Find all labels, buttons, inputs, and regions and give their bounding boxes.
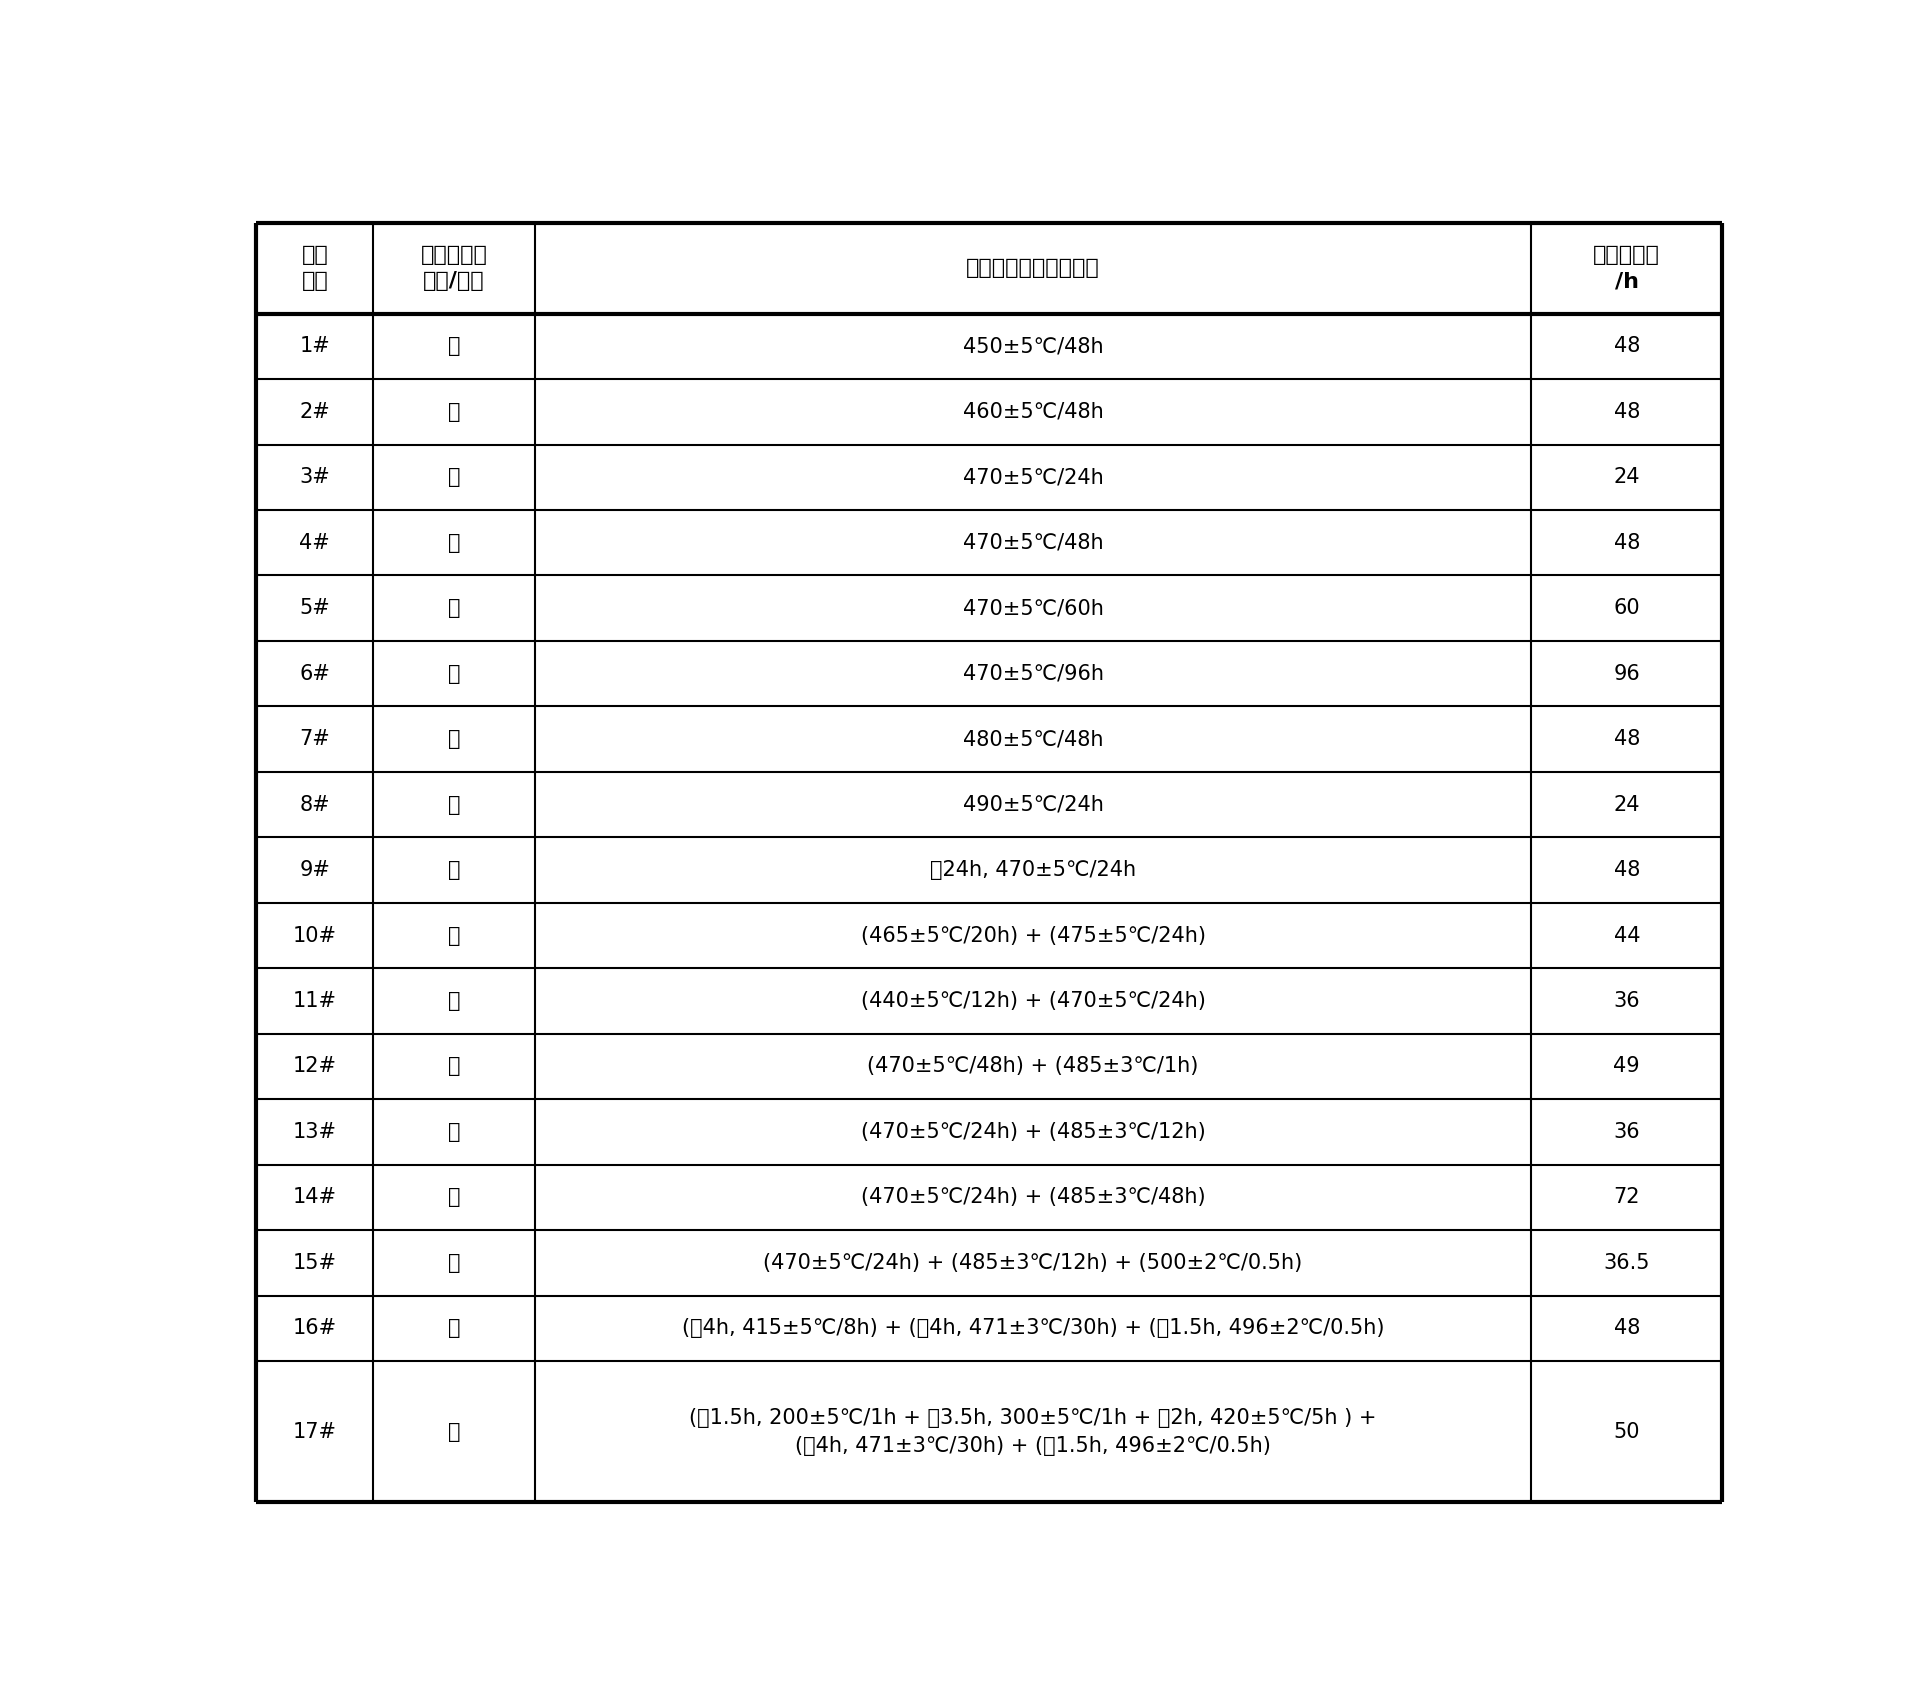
- Text: 480±5℃/48h: 480±5℃/48h: [963, 729, 1104, 749]
- Text: 热处理用时
/h: 热处理用时 /h: [1594, 246, 1660, 292]
- Text: 8#: 8#: [299, 795, 330, 815]
- Text: 否: 否: [448, 795, 461, 815]
- Text: 16#: 16#: [293, 1319, 338, 1339]
- Text: 否: 否: [448, 468, 461, 486]
- Text: 50: 50: [1613, 1422, 1640, 1441]
- Text: 48: 48: [1613, 402, 1640, 422]
- Text: 7#: 7#: [299, 729, 330, 749]
- Text: (➗4h, 415±5℃/8h) + (➗4h, 471±3℃/30h) + (➗1.5h, 496±2℃/0.5h): (➗4h, 415±5℃/8h) + (➗4h, 471±3℃/30h) + (…: [681, 1319, 1384, 1339]
- Text: 否: 否: [448, 992, 461, 1010]
- Text: 96: 96: [1613, 664, 1640, 683]
- Text: 否: 否: [448, 598, 461, 619]
- Text: 72: 72: [1613, 1188, 1640, 1207]
- Text: 否: 否: [448, 1253, 461, 1273]
- Text: 本发明方法
（是/否）: 本发明方法 （是/否）: [421, 246, 488, 292]
- Text: 24: 24: [1613, 795, 1640, 815]
- Text: 3#: 3#: [299, 468, 330, 486]
- Text: 48: 48: [1613, 1319, 1640, 1339]
- Text: 否: 否: [448, 532, 461, 553]
- Text: (470±5℃/24h) + (485±3℃/48h): (470±5℃/24h) + (485±3℃/48h): [861, 1188, 1206, 1207]
- Text: 否: 否: [448, 925, 461, 946]
- Text: 否: 否: [448, 1122, 461, 1142]
- Text: 60: 60: [1613, 598, 1640, 619]
- Text: 450±5℃/48h: 450±5℃/48h: [963, 336, 1104, 356]
- Text: 49: 49: [1613, 1056, 1640, 1076]
- Text: 6#: 6#: [299, 664, 330, 683]
- Text: 460±5℃/48h: 460±5℃/48h: [963, 402, 1104, 422]
- Text: ➗24h, 470±5℃/24h: ➗24h, 470±5℃/24h: [930, 859, 1137, 880]
- Text: 36: 36: [1613, 992, 1640, 1010]
- Text: 10#: 10#: [293, 925, 338, 946]
- Text: (470±5℃/24h) + (485±3℃/12h): (470±5℃/24h) + (485±3℃/12h): [861, 1122, 1206, 1142]
- Text: 否: 否: [448, 729, 461, 749]
- Text: 36: 36: [1613, 1122, 1640, 1142]
- Text: 48: 48: [1613, 729, 1640, 749]
- Text: 1#: 1#: [299, 336, 330, 356]
- Text: (440±5℃/12h) + (470±5℃/24h): (440±5℃/12h) + (470±5℃/24h): [861, 992, 1206, 1010]
- Text: 否: 否: [448, 336, 461, 356]
- Text: 48: 48: [1613, 336, 1640, 356]
- Text: 17#: 17#: [293, 1422, 338, 1441]
- Text: 9#: 9#: [299, 859, 330, 880]
- Text: 36.5: 36.5: [1604, 1253, 1650, 1273]
- Text: 13#: 13#: [293, 1122, 338, 1142]
- Text: 15#: 15#: [293, 1253, 338, 1273]
- Text: 11#: 11#: [293, 992, 338, 1010]
- Text: (470±5℃/24h) + (485±3℃/12h) + (500±2℃/0.5h): (470±5℃/24h) + (485±3℃/12h) + (500±2℃/0.…: [764, 1253, 1303, 1273]
- Text: 是: 是: [448, 1422, 461, 1441]
- Text: 工艺
编号: 工艺 编号: [301, 246, 328, 292]
- Text: 12#: 12#: [293, 1056, 338, 1076]
- Text: 否: 否: [448, 1056, 461, 1076]
- Text: 48: 48: [1613, 532, 1640, 553]
- Text: 470±5℃/24h: 470±5℃/24h: [963, 468, 1104, 486]
- Text: 470±5℃/60h: 470±5℃/60h: [963, 598, 1104, 619]
- Text: (470±5℃/48h) + (485±3℃/1h): (470±5℃/48h) + (485±3℃/1h): [867, 1056, 1199, 1076]
- Text: 48: 48: [1613, 859, 1640, 880]
- Text: 44: 44: [1613, 925, 1640, 946]
- Text: 490±5℃/24h: 490±5℃/24h: [963, 795, 1104, 815]
- Text: 470±5℃/48h: 470±5℃/48h: [963, 532, 1104, 553]
- Text: 14#: 14#: [293, 1188, 338, 1207]
- Text: 是: 是: [448, 1319, 461, 1339]
- Text: 否: 否: [448, 1188, 461, 1207]
- Text: 否: 否: [448, 402, 461, 422]
- Text: 4#: 4#: [299, 532, 330, 553]
- Text: 5#: 5#: [299, 598, 330, 619]
- Text: 470±5℃/96h: 470±5℃/96h: [963, 664, 1104, 683]
- Text: 24: 24: [1613, 468, 1640, 486]
- Text: (465±5℃/20h) + (475±5℃/24h): (465±5℃/20h) + (475±5℃/24h): [861, 925, 1206, 946]
- Text: 均匀化热处理工艺参数: 均匀化热处理工艺参数: [967, 258, 1100, 278]
- Text: 2#: 2#: [299, 402, 330, 422]
- Text: 否: 否: [448, 859, 461, 880]
- Text: 否: 否: [448, 664, 461, 683]
- Text: (➗1.5h, 200±5℃/1h + ➗3.5h, 300±5℃/1h + ➗2h, 420±5℃/5h ) +
(➗4h, 471±3℃/30h) + (➗: (➗1.5h, 200±5℃/1h + ➗3.5h, 300±5℃/1h + ➗…: [689, 1407, 1376, 1456]
